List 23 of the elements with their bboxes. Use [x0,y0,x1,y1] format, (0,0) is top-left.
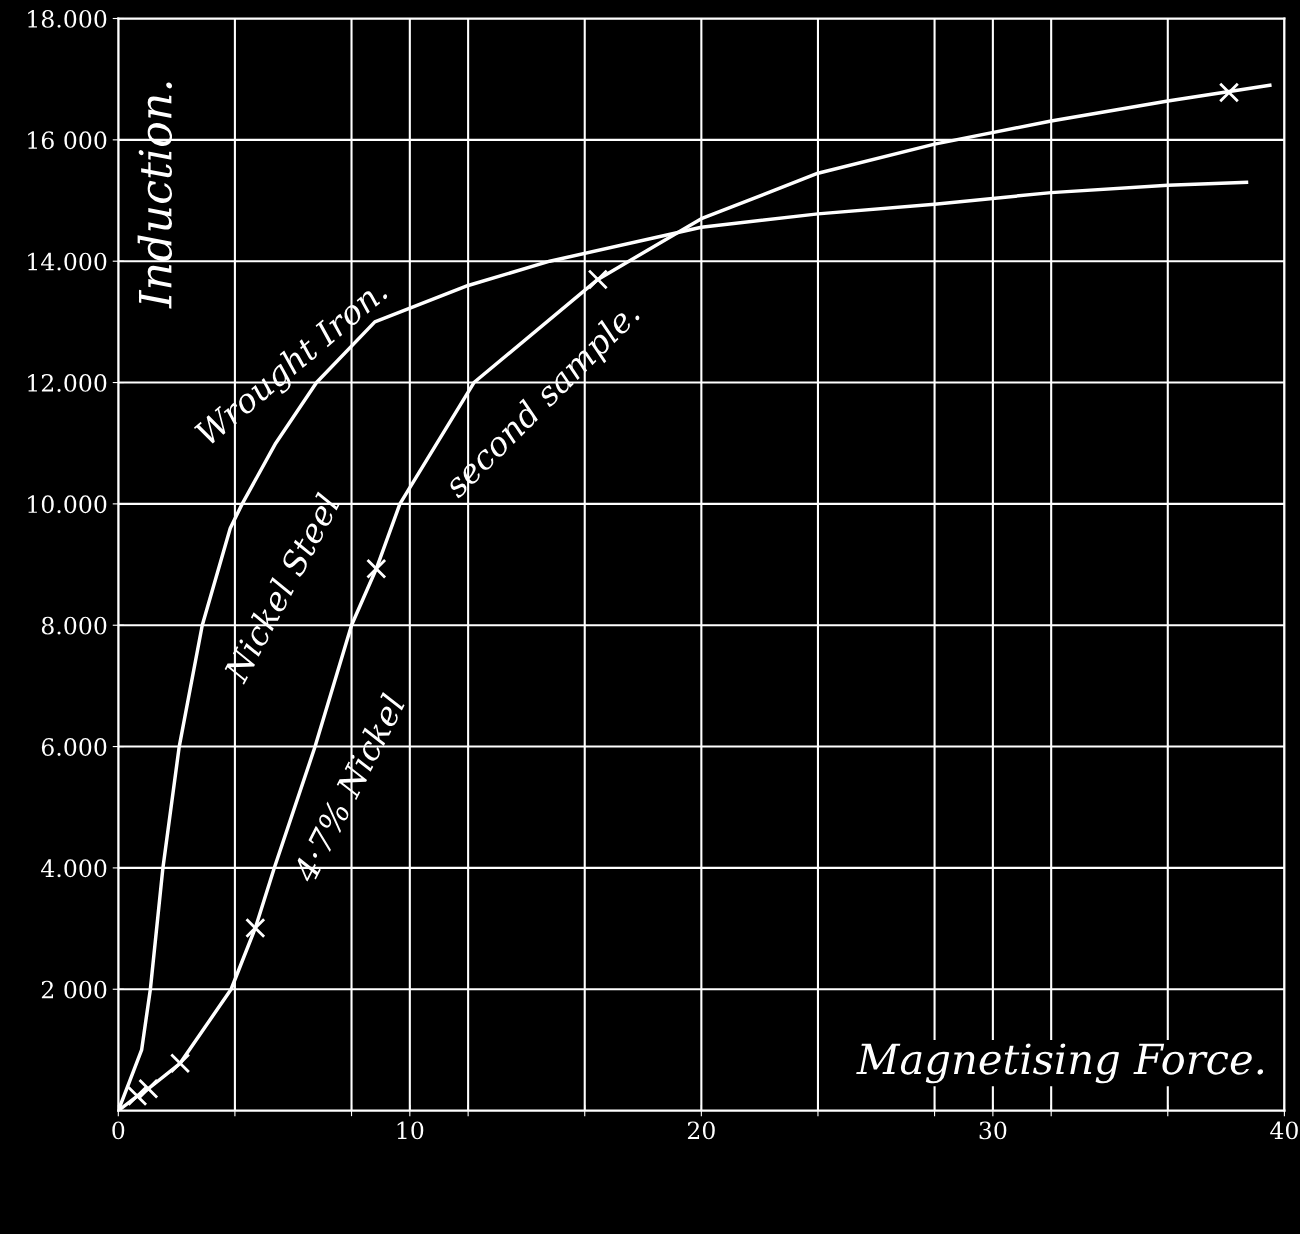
y-tick-label: 18.000 [28,9,107,28]
y-tick-label: 12.000 [28,373,107,392]
point [169,1053,191,1074]
x-tick-label: 0 [112,1121,125,1140]
y-tick-label: 14.000 [28,252,107,271]
y-tick-label: 2 000 [41,980,107,999]
point [127,1085,148,1107]
y-tick-label: 4.000 [41,859,107,878]
y-tick-label: 16 000 [28,131,107,150]
y-tick-label: 10.000 [28,495,107,514]
point [245,917,266,939]
point [587,269,609,290]
point [366,558,387,579]
y-tick-label: 8.000 [41,616,107,635]
x-tick-label: 20 [687,1121,715,1140]
y-tick-label: 6.000 [41,738,107,756]
x-tick-label: 40 [1270,1121,1298,1140]
y-axis-title: Induction. [137,82,173,309]
point [1218,82,1240,103]
x-tick-label: 30 [979,1121,1007,1140]
x-tick-label: 10 [397,1121,424,1140]
x-axis-title: Magnetising Force. [856,1043,1264,1084]
point [138,1078,159,1099]
